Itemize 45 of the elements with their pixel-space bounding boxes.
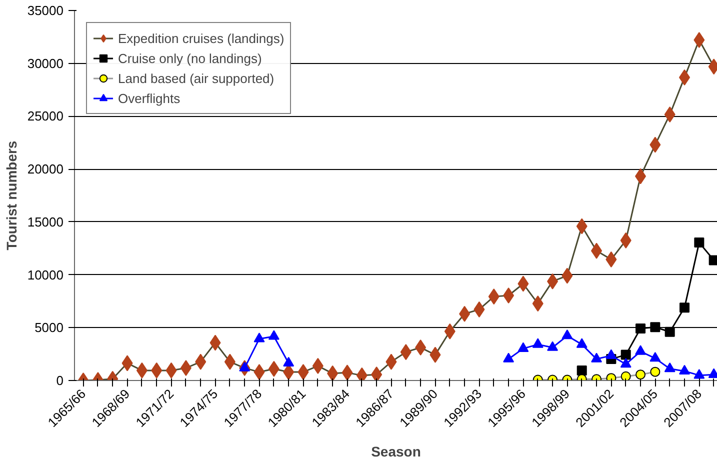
point	[239, 362, 250, 372]
point	[620, 371, 631, 380]
point	[679, 364, 690, 374]
point	[650, 352, 661, 362]
point	[371, 366, 382, 380]
point	[694, 369, 705, 379]
point	[664, 362, 676, 372]
y-axis-title: Tourist numbers	[3, 140, 20, 250]
point	[532, 338, 544, 348]
point	[664, 326, 675, 337]
y-tick-label: 20000	[27, 162, 64, 177]
point	[576, 338, 588, 348]
point	[327, 365, 338, 380]
point	[342, 364, 353, 380]
point	[268, 330, 280, 340]
point	[518, 342, 529, 352]
point	[503, 352, 514, 362]
point	[576, 365, 587, 376]
y-tick-label: 25000	[27, 108, 64, 124]
point	[254, 332, 265, 342]
legend-label: Overflights	[118, 90, 180, 107]
point	[283, 356, 294, 367]
y-tick-label: 10000	[27, 267, 64, 282]
y-tick-label: 30000	[27, 56, 64, 71]
point	[606, 349, 617, 359]
x-axis-title: Season	[371, 443, 421, 460]
point	[636, 370, 646, 380]
point	[650, 322, 660, 332]
legend-label: Expedition cruises (landings)	[118, 30, 284, 47]
point	[620, 358, 632, 368]
point	[620, 350, 631, 360]
point	[694, 238, 704, 248]
y-tick-label: 15000	[27, 214, 64, 230]
point	[635, 345, 646, 355]
legend-label: Land based (air supported)	[118, 70, 274, 87]
y-tick-label: 5000	[34, 320, 64, 336]
point	[636, 323, 646, 334]
legend-label: Cruise only (no landings)	[118, 50, 262, 67]
point	[591, 352, 602, 362]
y-tick-label: 35000	[27, 3, 64, 18]
point	[680, 302, 690, 313]
point	[547, 341, 558, 351]
point	[650, 366, 660, 377]
point	[562, 330, 573, 340]
y-tick-label: 0	[56, 373, 64, 388]
